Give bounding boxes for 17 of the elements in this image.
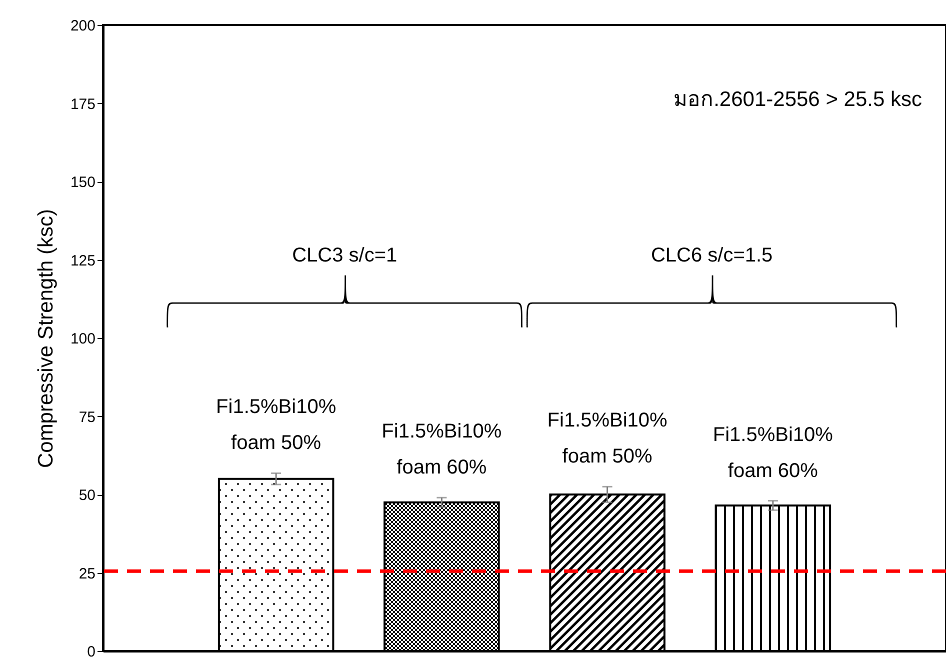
y-tick-label: 175 — [70, 96, 96, 113]
y-axis-title: Compressive Strength (ksc) — [34, 208, 58, 468]
y-tick-label: 75 — [78, 408, 96, 426]
y-tick-label: 0 — [87, 644, 96, 660]
y-tick-label: 125 — [70, 252, 96, 270]
y-tick-label: 25 — [78, 565, 96, 582]
y-tick-label: 100 — [70, 330, 96, 348]
annotation: มอก.2601-2556 > 25.5 ksc — [674, 88, 922, 111]
x-tick-label: Fi1.5%Bi10% foam 60% — [712, 424, 834, 482]
annotation: CLC3 s/c=1 — [292, 244, 398, 266]
y-tick-label: 150 — [70, 174, 96, 191]
x-tick-label: Fi1.5%Bi10% foam 50% — [216, 396, 336, 454]
y-tick-label: 50 — [78, 487, 96, 504]
annotation: CLC6 s/c=1.5 — [650, 244, 773, 266]
y-tick-label: 200 — [70, 18, 96, 34]
x-tick-label: Fi1.5%Bi10% foam 50% — [547, 410, 668, 468]
x-tick-label: Fi1.5%Bi10% foam 60% — [382, 420, 502, 479]
